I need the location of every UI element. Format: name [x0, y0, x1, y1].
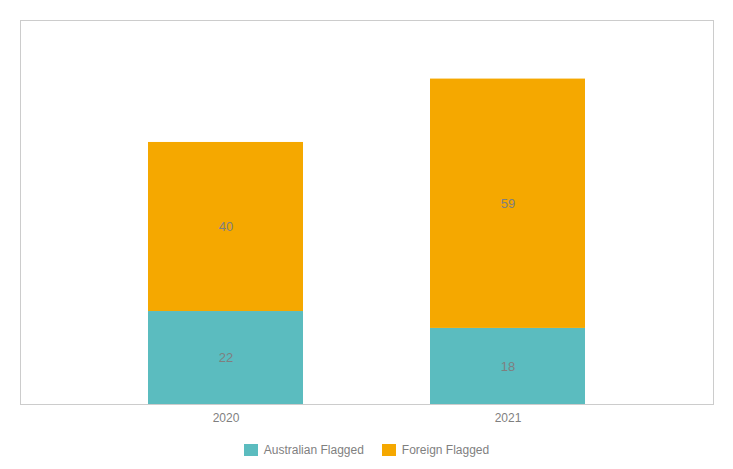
svg-text:2021: 2021	[495, 411, 522, 425]
html-text:Australian Flagged: Australian Flagged	[263, 443, 364, 457]
html-text:Foreign Flagged: Foreign Flagged	[401, 443, 490, 457]
svg-text:59: 59	[501, 196, 515, 211]
svg-text:2020: 2020	[213, 411, 240, 425]
svg-text:22: 22	[219, 350, 233, 365]
svg-text:40: 40	[219, 219, 233, 234]
svg-text:18: 18	[501, 359, 515, 374]
